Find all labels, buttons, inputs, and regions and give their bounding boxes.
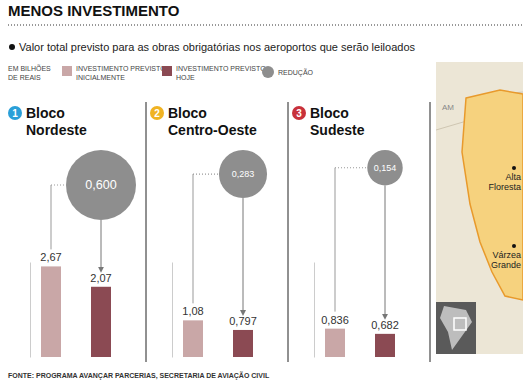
axis-line [314,263,315,358]
legend-swatch [262,66,274,78]
badge-label: 3 [296,108,302,119]
bars [41,266,395,357]
arrow [385,185,386,316]
title-rule [8,25,523,26]
map-label: AltaFloresta [488,172,521,192]
category-label: BlocoNordeste [26,105,87,138]
data-label: 0,283 [232,169,255,179]
bar [375,334,395,357]
connector [51,185,52,249]
y-axis [30,263,31,358]
data-label: 2,07 [90,272,111,284]
labels: 1 BlocoNordeste 2,67 2,07 0,600 2 BlocoCentro-… [8,105,399,331]
arrow [243,198,244,313]
divider [288,102,289,362]
arrow [101,220,102,270]
title: MENOS INVESTIMENTO [8,2,180,19]
map-inset-continent [440,306,472,350]
map-city [512,244,516,248]
legend-label: REDUÇÃO [278,68,314,77]
data-label: 1,08 [182,305,203,317]
map: AM AltaFloresta VárzeaGrande [436,62,523,354]
badge [8,106,22,120]
legend-swatch [162,66,172,76]
legend-swatch [62,66,72,76]
chart: MENOS INVESTIMENTO Valor total previsto p… [0,0,523,384]
divider [146,102,147,362]
bar [91,287,111,357]
bar [41,266,61,357]
source: FONTE: PROGRAMA AVANÇAR PARCERIAS, SECRE… [8,371,270,380]
map-state [462,90,523,300]
map-city [512,166,516,170]
category-label: BlocoSudeste [310,105,365,138]
data-label: 0,797 [229,315,257,327]
divider [430,102,431,362]
map-label: AM [442,103,454,112]
badge [150,106,164,120]
data-label: 0,600 [85,178,117,192]
badge-label: 2 [154,108,160,119]
legend-label: INVESTIMENTO PREVISTOHOJE [176,65,266,81]
legend-label: INVESTIMENTO PREVISTOINICIALMENTE [76,65,166,81]
connector [193,173,219,174]
data-label: 0,154 [374,163,397,173]
axis-line [172,263,173,358]
connector [193,174,194,303]
axis-line [30,263,31,358]
subtitle: Valor total previsto para as obras obrig… [19,41,416,53]
bar [183,320,203,357]
data-label: 0,836 [321,314,349,326]
overlay [51,150,403,317]
connector [51,184,66,185]
category-label: BlocoCentro-Oeste [168,105,257,138]
bubble [66,150,136,220]
connector [335,168,336,312]
map-label: VárzeaGrande [491,250,521,270]
data-label: 0,682 [371,319,399,331]
badge [292,106,306,120]
data-label: 2,67 [40,251,61,263]
y-axis [314,263,315,358]
connector [335,167,367,168]
bubble [367,150,402,185]
bubble [219,150,267,198]
map-inset-frame [454,318,466,330]
badge-label: 1 [12,108,18,119]
bar [325,329,345,357]
units: EM BILHÕESDE REAIS [8,64,51,81]
bar [233,330,253,357]
y-axis [172,263,173,358]
map-inset [436,302,476,354]
subtitle-bullet [9,44,15,50]
map-background [436,62,523,354]
